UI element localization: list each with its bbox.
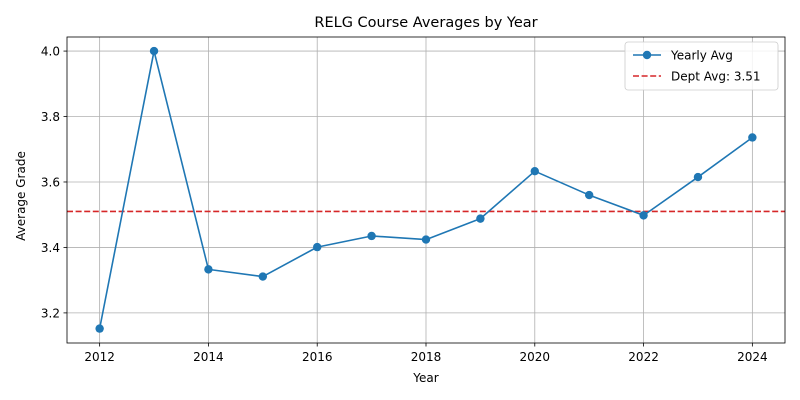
data-point [204, 265, 213, 274]
data-point [476, 214, 485, 223]
y-tick-label: 4.0 [41, 45, 60, 59]
legend-series-label: Yearly Avg [670, 49, 733, 63]
y-axis-label: Average Grade [14, 151, 28, 241]
x-tick-label: 2024 [737, 350, 768, 364]
legend-reference-label: Dept Avg: 3.51 [671, 70, 761, 84]
data-point [584, 190, 594, 200]
x-tick-label: 2016 [302, 350, 333, 364]
y-tick-label: 3.6 [41, 175, 60, 189]
y-axis-ticks: 3.2 3.4 3.6 3.8 4.0 [41, 45, 67, 320]
data-point [367, 231, 376, 241]
y-tick-label: 3.4 [41, 241, 60, 255]
x-tick-label: 2022 [628, 350, 659, 364]
x-tick-label: 2018 [411, 350, 442, 364]
data-point [258, 272, 268, 281]
data-point [530, 166, 539, 176]
x-axis-ticks: 2012 2014 2016 2018 2020 2022 2024 [84, 343, 768, 364]
legend-series-marker [642, 50, 652, 60]
data-point [149, 46, 159, 56]
legend-box [624, 41, 779, 91]
y-tick-label: 3.2 [41, 306, 60, 320]
series-layer [95, 46, 757, 333]
data-point [313, 242, 322, 252]
data-point [421, 235, 431, 244]
y-tick-label: 3.8 [41, 110, 60, 124]
legend: Yearly Avg Dept Avg: 3.51 [624, 41, 779, 91]
data-point [748, 133, 757, 142]
x-axis-label: Year [412, 371, 438, 385]
data-point [693, 172, 703, 182]
data-point [639, 211, 648, 220]
x-tick-label: 2012 [84, 350, 115, 364]
chart-title: RELG Course Averages by Year [314, 15, 537, 31]
data-point [95, 324, 104, 333]
x-tick-label: 2020 [520, 350, 551, 364]
x-tick-label: 2014 [193, 350, 224, 364]
